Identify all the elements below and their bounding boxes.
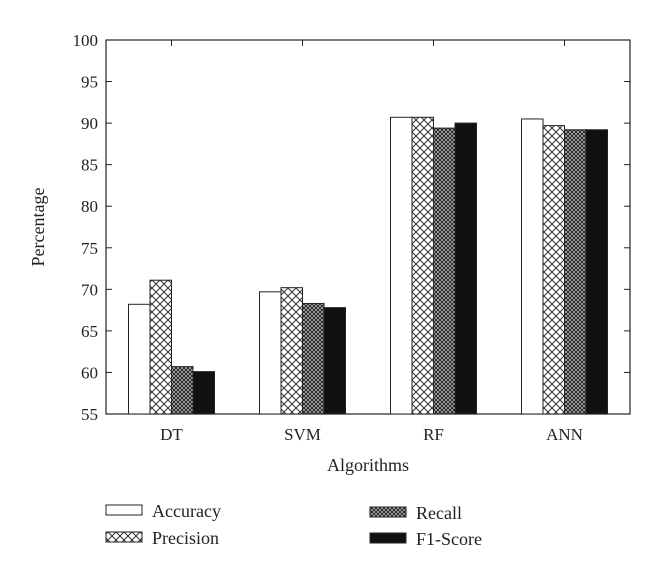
bar-accuracy-dt [128,303,151,415]
legend-label: Recall [416,503,462,523]
y-axis: 55 60 65 70 75 80 85 90 95 100 [73,31,630,424]
bar-f1-score-dt [192,371,215,415]
y-tick-label: 95 [81,73,98,92]
bar-f1-score-svm [323,307,346,415]
legend-item-f1-score: F1-Score [369,529,482,549]
x-tick-label: DT [160,425,183,444]
bar-accuracy-rf [390,116,413,415]
legend-label: Accuracy [152,501,221,521]
legend-label: Precision [152,528,219,548]
y-tick-label: 55 [81,405,98,424]
bar-f1-score-rf [454,122,477,415]
bar-accuracy-ann [521,118,544,415]
y-tick-label: 90 [81,114,98,133]
legend-swatch [369,506,407,518]
legend-swatch [105,504,143,516]
y-tick-label: 70 [81,280,98,299]
bar-recall-dt [171,366,194,415]
legend-swatch [105,531,143,543]
bar-recall-ann [564,129,587,415]
bar-precision-ann [542,125,565,415]
legend-item-precision: Precision [105,528,219,548]
y-tick-label: 100 [73,31,99,50]
y-axis-label: Percentage [28,188,48,267]
bar-precision-svm [280,287,303,415]
y-tick-label: 80 [81,197,98,216]
x-axis-label: Algorithms [327,455,409,475]
bar-precision-dt [149,279,172,415]
legend-label: F1-Score [416,529,482,549]
bar-recall-rf [433,127,456,415]
x-tick-label: ANN [546,425,583,444]
y-tick-label: 85 [81,156,98,175]
legend-item-recall: Recall [369,503,462,523]
bar-accuracy-svm [259,291,282,415]
y-tick-label: 60 [81,363,98,382]
plot-border [105,39,631,415]
y-tick-label: 75 [81,239,98,258]
y-tick-label: 65 [81,322,98,341]
bar-precision-rf [411,116,434,415]
bar-recall-svm [302,302,325,415]
plot-frame [105,39,631,415]
legend: Accuracy Precision Recall F1-Score [105,501,482,549]
x-axis: DT SVM RF ANN [160,40,583,444]
bar-f1-score-ann [585,129,608,415]
x-tick-label: RF [423,425,444,444]
bars [128,116,608,415]
legend-swatch [369,532,407,544]
x-tick-label: SVM [284,425,321,444]
legend-item-accuracy: Accuracy [105,501,221,521]
